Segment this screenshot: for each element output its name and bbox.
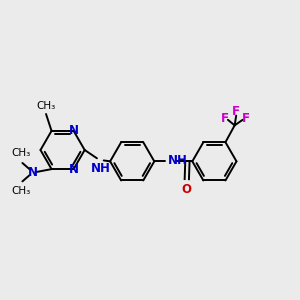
Text: F: F: [242, 112, 250, 125]
Text: F: F: [232, 105, 240, 118]
Text: NH: NH: [91, 162, 111, 175]
Text: CH₃: CH₃: [36, 101, 56, 111]
Text: N: N: [69, 163, 79, 176]
Text: NH: NH: [167, 154, 188, 166]
Text: F: F: [221, 112, 229, 125]
Text: N: N: [69, 124, 79, 137]
Text: CH₃: CH₃: [11, 148, 31, 158]
Text: N: N: [28, 166, 38, 179]
Text: O: O: [182, 183, 192, 196]
Text: CH₃: CH₃: [11, 186, 31, 196]
